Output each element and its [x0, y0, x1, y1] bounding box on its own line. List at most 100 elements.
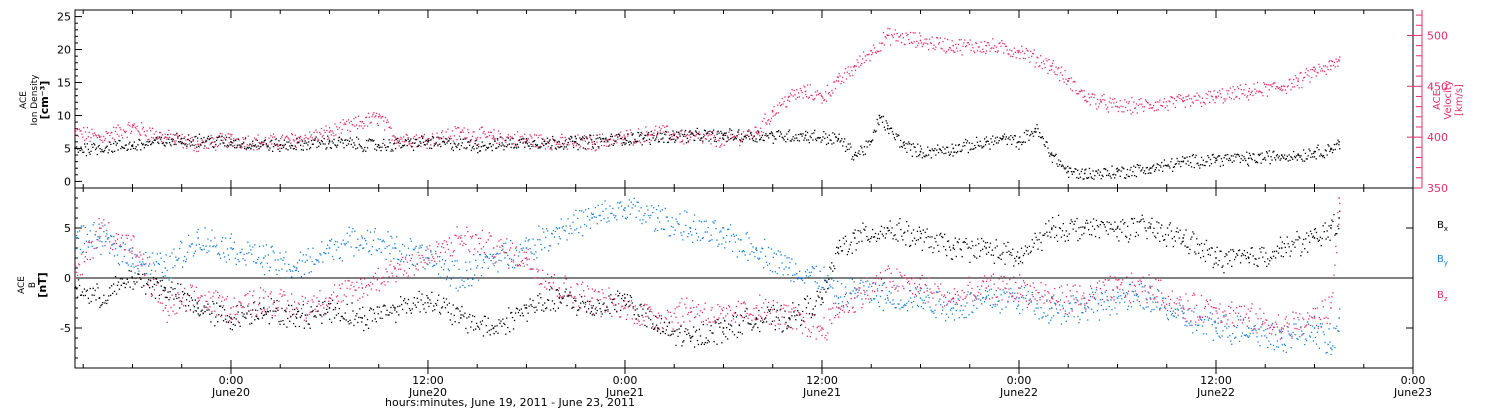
bx-series-point: [262, 307, 265, 309]
bx-series-point: [1330, 227, 1332, 229]
by-series-point: [952, 307, 955, 309]
bx-series: [74, 210, 1341, 348]
bx-series-point: [295, 317, 298, 319]
density-tick-label: 25: [57, 11, 71, 24]
velocity-series-point: [1313, 70, 1316, 72]
velocity-series-point: [1297, 80, 1299, 83]
bx-series-point: [525, 307, 528, 309]
bz-series-point: [853, 297, 856, 299]
velocity-series-point: [689, 136, 692, 139]
density-series-point: [804, 134, 807, 137]
bx-series-point: [886, 227, 889, 229]
x-tick-label-date: June23: [1393, 386, 1432, 399]
x-tick-label-date: June22: [999, 386, 1038, 399]
bz-series-point: [1338, 197, 1340, 199]
bz-series-point: [98, 227, 101, 229]
density-series-point: [722, 134, 725, 137]
velocity-series-point: [1247, 90, 1250, 93]
b-axis-title-line: [nT]: [36, 272, 49, 297]
bx-series-point: [427, 297, 429, 299]
bx-series-point: [755, 317, 758, 319]
bz-series-point: [1182, 307, 1185, 309]
by-series-point: [1247, 327, 1250, 329]
bz-series-point: [394, 267, 396, 269]
density-series-point: [1330, 147, 1332, 150]
x-tick-label-date: June22: [1196, 386, 1235, 399]
by-series-point: [853, 287, 856, 289]
density-series-point: [952, 147, 955, 150]
bx-series-point: [591, 307, 593, 309]
x-tick-label-time: 0:00: [1007, 374, 1032, 387]
bz-series-point: [1313, 317, 1316, 319]
density-series-point: [1247, 157, 1250, 160]
bz-series-point: [1247, 317, 1250, 319]
bx-series-point: [689, 337, 692, 339]
bz-series-point: [722, 317, 725, 319]
b-axis-title: ACE B[nT]: [17, 272, 49, 297]
velocity-series-point: [361, 121, 364, 123]
velocity-series-point: [1182, 100, 1185, 103]
bz-series-point: [1330, 307, 1332, 309]
by-series-point: [591, 217, 593, 219]
velocity-series-point: [919, 39, 922, 42]
by-series-point: [1338, 317, 1340, 319]
bx-series-point: [722, 327, 725, 329]
velocity-series-point: [821, 95, 823, 98]
velocity-series-point: [328, 131, 331, 134]
density-tick-label: 0: [64, 175, 71, 188]
velocity-series-point: [771, 110, 774, 113]
bx-series-point: [1149, 227, 1152, 229]
bx-series-point: [394, 307, 396, 309]
by-series-point: [230, 247, 232, 249]
by-series-point: [755, 247, 758, 249]
density-series-point: [624, 137, 626, 140]
by-series-point: [262, 257, 265, 259]
by-series-point: [821, 277, 823, 279]
velocity-series-point: [1149, 103, 1152, 106]
by-series-point: [295, 267, 298, 269]
bx-series-point: [656, 327, 659, 329]
x-tick-label-date: June21: [802, 386, 841, 399]
velocity-series-point: [1050, 65, 1053, 67]
density-axis-title-line: ACE: [19, 91, 29, 109]
by-series-point: [98, 237, 101, 239]
density-series-point: [1050, 154, 1053, 156]
velocity-series-point: [197, 143, 200, 146]
velocity-tick-label: 500: [1427, 29, 1448, 42]
bz-series-point: [197, 297, 200, 299]
bx-series-point: [853, 237, 856, 239]
velocity-series-point: [952, 44, 955, 47]
bx-series-point: [1182, 237, 1185, 239]
bx-series-point: [98, 297, 101, 299]
by-series-point: [919, 297, 922, 299]
velocity-series-point: [788, 95, 790, 98]
bx-series-point: [74, 287, 76, 289]
by-series-point: [1313, 327, 1316, 329]
velocity-series-point: [262, 141, 265, 144]
velocity-series-point: [1067, 80, 1070, 83]
legend-subscript: y: [1444, 259, 1448, 267]
density-series-point: [1001, 137, 1004, 140]
by-series-point: [624, 207, 626, 209]
x-tick-label-date: June20: [408, 386, 447, 399]
bz-series-point: [1050, 297, 1053, 299]
density-series-point: [771, 134, 774, 137]
by-series-point: [1280, 337, 1283, 339]
bz-series-point: [1018, 287, 1020, 289]
bx-series-point: [361, 317, 364, 319]
bx-series-point: [164, 287, 167, 289]
bx-series-point: [328, 307, 331, 309]
velocity-tick-label: 350: [1427, 182, 1448, 195]
legend-label: B: [1437, 290, 1444, 301]
legend-subscript: z: [1444, 295, 1448, 303]
velocity-series-point: [1018, 49, 1020, 52]
bx-series-point: [1338, 217, 1340, 219]
x-tick-label-date: June20: [211, 386, 250, 399]
by-series-point: [722, 237, 725, 239]
velocity-series-point: [1116, 105, 1119, 108]
velocity-series-point: [394, 136, 396, 139]
density-series-point: [74, 147, 76, 150]
density-series-point: [903, 144, 905, 147]
